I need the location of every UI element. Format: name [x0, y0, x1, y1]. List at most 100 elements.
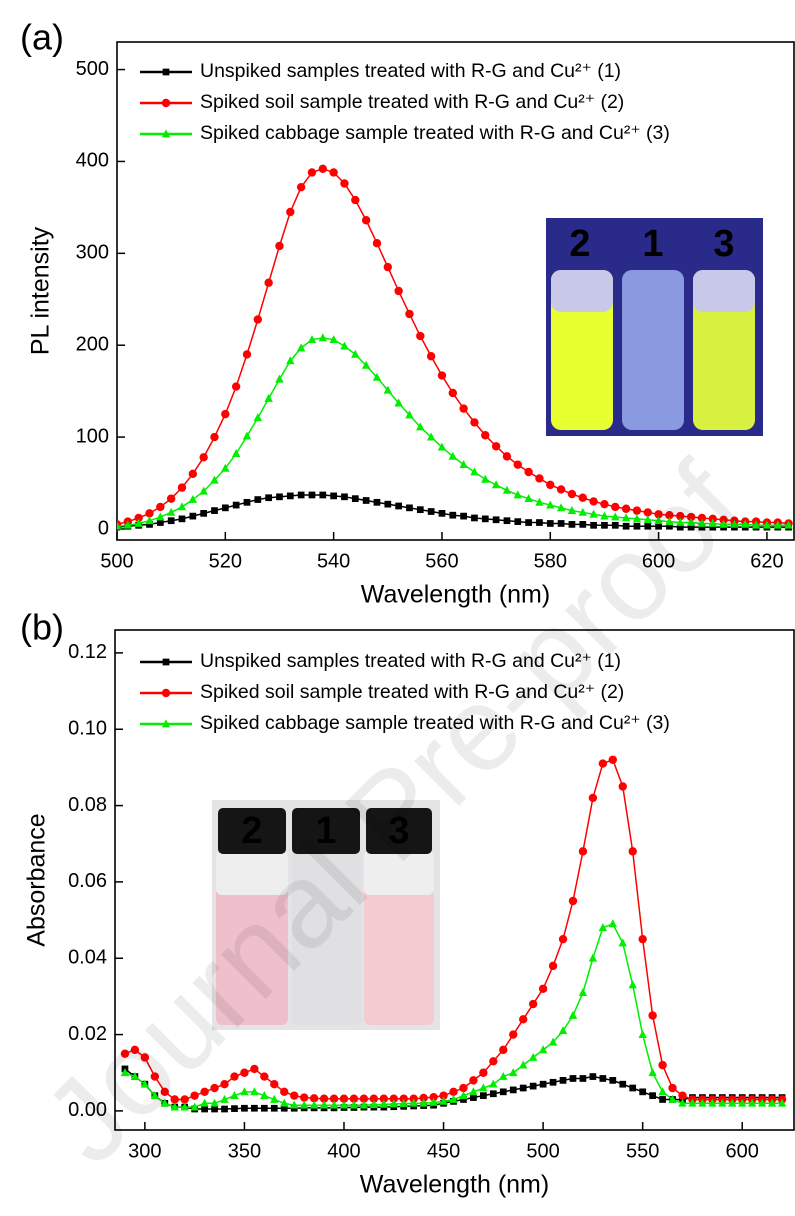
y-tick-label: 200	[76, 333, 109, 355]
data-point	[697, 518, 707, 527]
data-point	[502, 452, 512, 461]
data-point	[535, 497, 544, 506]
data-point	[200, 509, 208, 517]
data-point	[569, 1075, 577, 1082]
data-point	[270, 1079, 279, 1089]
data-point	[280, 1098, 289, 1107]
data-point	[270, 1104, 278, 1112]
x-tick-label: 400	[327, 1140, 360, 1162]
data-point	[260, 1104, 268, 1112]
data-point	[648, 1068, 657, 1077]
data-point	[509, 1068, 518, 1077]
data-point	[286, 492, 294, 500]
data-point	[556, 503, 566, 512]
data-point	[210, 432, 219, 442]
data-point	[449, 1094, 458, 1103]
data-point	[167, 517, 175, 525]
data-point	[260, 1091, 269, 1100]
inset-photo-a	[546, 218, 763, 436]
data-point	[611, 502, 620, 512]
data-point	[419, 1098, 428, 1107]
data-point	[140, 1079, 150, 1088]
data-point	[548, 1037, 558, 1046]
y-axis-label: PL intensity	[27, 226, 55, 355]
data-point	[481, 515, 489, 523]
data-point	[120, 1049, 130, 1058]
data-point	[751, 520, 761, 529]
data-point	[469, 1076, 478, 1085]
legend-label: Unspiked samples treated with R-G and Cu…	[200, 60, 621, 82]
data-point	[201, 1105, 208, 1113]
data-point	[241, 1104, 248, 1112]
y-axis-label: Absorbance	[23, 813, 51, 946]
x-tick-label: 500	[100, 550, 133, 572]
data-point	[210, 1083, 219, 1093]
x-tick-label: 520	[209, 550, 242, 572]
data-point	[210, 475, 219, 484]
data-point	[150, 1091, 160, 1100]
data-point	[140, 1053, 150, 1062]
data-point	[250, 1064, 259, 1074]
data-point	[307, 335, 317, 344]
data-point	[318, 333, 328, 342]
data-point	[654, 516, 663, 525]
data-point	[633, 522, 641, 530]
data-point	[588, 793, 598, 803]
data-point	[654, 510, 663, 519]
data-point	[658, 1060, 667, 1070]
data-point	[470, 1094, 477, 1101]
data-point	[638, 1029, 647, 1038]
data-point	[608, 919, 618, 928]
data-point	[200, 1087, 209, 1097]
x-tick-label: 580	[534, 550, 567, 572]
data-point	[708, 518, 717, 527]
data-point	[524, 467, 533, 477]
data-point	[686, 512, 696, 522]
legend-marker	[161, 98, 171, 108]
data-point	[416, 422, 425, 431]
data-point	[556, 485, 566, 494]
data-point	[230, 1072, 239, 1081]
data-point	[658, 1087, 667, 1096]
data-point	[579, 1075, 587, 1082]
data-point	[145, 509, 154, 518]
data-point	[437, 442, 447, 451]
data-point	[405, 410, 414, 419]
data-point	[628, 980, 637, 989]
data-point	[698, 1098, 707, 1107]
data-point	[188, 494, 198, 503]
data-point	[156, 502, 165, 512]
data-point	[220, 1079, 229, 1089]
data-point	[200, 1098, 209, 1107]
data-point	[622, 522, 630, 530]
data-point	[406, 504, 413, 512]
data-point	[648, 1011, 657, 1020]
data-point	[762, 520, 772, 529]
data-point	[665, 517, 674, 525]
data-point	[394, 286, 403, 296]
y-tick-label: 300	[76, 242, 109, 264]
data-point	[460, 512, 467, 520]
data-point	[389, 1099, 398, 1108]
y-tick-label: 0	[98, 517, 109, 539]
x-tick-label: 300	[128, 1140, 161, 1162]
data-point	[546, 500, 555, 509]
data-point	[578, 493, 587, 502]
data-point	[240, 1068, 249, 1077]
data-point	[619, 1080, 627, 1088]
data-point	[290, 1100, 299, 1109]
data-point	[578, 847, 588, 856]
data-point	[524, 494, 533, 503]
data-point	[535, 474, 544, 483]
data-point	[242, 431, 252, 440]
data-point	[678, 1098, 687, 1107]
data-point	[632, 514, 642, 523]
y-tick-label: 0.02	[68, 1023, 107, 1045]
data-point	[489, 1079, 498, 1088]
data-point	[329, 1100, 339, 1109]
data-point	[489, 1090, 497, 1098]
data-point	[665, 510, 674, 520]
x-tick-label: 550	[626, 1140, 659, 1162]
data-point	[481, 431, 490, 440]
